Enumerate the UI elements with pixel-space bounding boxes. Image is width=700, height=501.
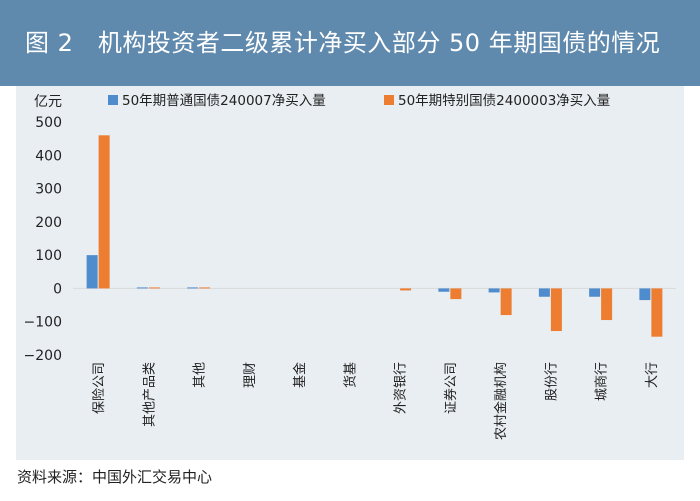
y-tick-label: 400	[35, 148, 62, 164]
chart-panel: 亿元 500 400 300 200 100 0 −100 −200 保险公司 其他产品类 其他 理财…	[16, 86, 684, 460]
bars	[86, 135, 663, 337]
legend-label-2: 50年期特别国债2400003净买入量	[398, 93, 610, 109]
x-tick-label: 股份行	[544, 362, 559, 401]
x-tick-label: 农村金融机构	[493, 362, 509, 440]
bar-series-1	[86, 255, 98, 289]
x-tick-label: 基金	[292, 362, 308, 388]
legend-swatch-1	[108, 95, 118, 105]
bar-series-1	[639, 288, 651, 301]
bar-series-2	[550, 288, 562, 332]
x-tick-label: 大行	[645, 362, 660, 388]
y-axis: 亿元 500 400 300 200 100 0 −100 −200	[24, 94, 676, 364]
y-tick-label: 300	[35, 182, 62, 198]
bar-series-2	[98, 135, 110, 289]
y-tick-label: 500	[35, 115, 62, 131]
bar-series-2	[500, 288, 512, 316]
x-tick-label: 保险公司	[92, 362, 107, 414]
bar-series-2	[199, 287, 211, 289]
bar-series-1	[438, 288, 450, 292]
y-tick-label: −200	[24, 348, 62, 364]
x-tick-label: 理财	[243, 362, 258, 388]
x-tick-label: 货基	[342, 362, 358, 388]
bar-series-1	[187, 287, 199, 289]
bar-series-2	[400, 288, 412, 291]
legend: 50年期普通国债240007净买入量 50年期特别国债2400003净买入量	[108, 93, 610, 109]
chart-header: 图 2 机构投资者二级累计净买入部分 50 年期国债的情况	[0, 0, 700, 86]
source-note: 资料来源：中国外汇交易中心	[17, 468, 213, 486]
bar-series-1	[589, 288, 601, 297]
bar-series-1	[538, 288, 550, 297]
legend-swatch-2	[384, 95, 394, 105]
bar-series-2	[651, 288, 663, 337]
chart-title: 图 2 机构投资者二级累计净买入部分 50 年期国债的情况	[25, 29, 661, 57]
x-tick-label: 其他	[193, 362, 208, 388]
y-tick-label: 200	[35, 215, 62, 231]
bar-series-1	[488, 288, 500, 293]
bar-chart: 亿元 500 400 300 200 100 0 −100 −200 保险公司 其他产品类 其他 理财…	[24, 93, 676, 440]
x-tick-label: 证券公司	[443, 362, 459, 414]
y-tick-label: 0	[53, 281, 62, 297]
bar-series-1	[136, 287, 148, 289]
x-tick-label: 外资银行	[394, 362, 409, 414]
x-tick-label: 其他产品类	[142, 362, 157, 427]
x-axis-labels: 保险公司 其他产品类 其他 理财 基金 货基 外资银行 证券公司 农村金融机构 股份行 城商行 大行	[92, 362, 660, 440]
legend-label-1: 50年期普通国债240007净买入量	[122, 93, 326, 109]
y-tick-label: −100	[24, 315, 62, 331]
y-tick-label: 100	[35, 248, 62, 264]
x-tick-label: 城商行	[595, 362, 610, 401]
bar-series-2	[148, 287, 160, 289]
bar-series-2	[601, 288, 613, 321]
y-axis-unit-label: 亿元	[34, 94, 62, 110]
bar-series-2	[450, 288, 462, 300]
